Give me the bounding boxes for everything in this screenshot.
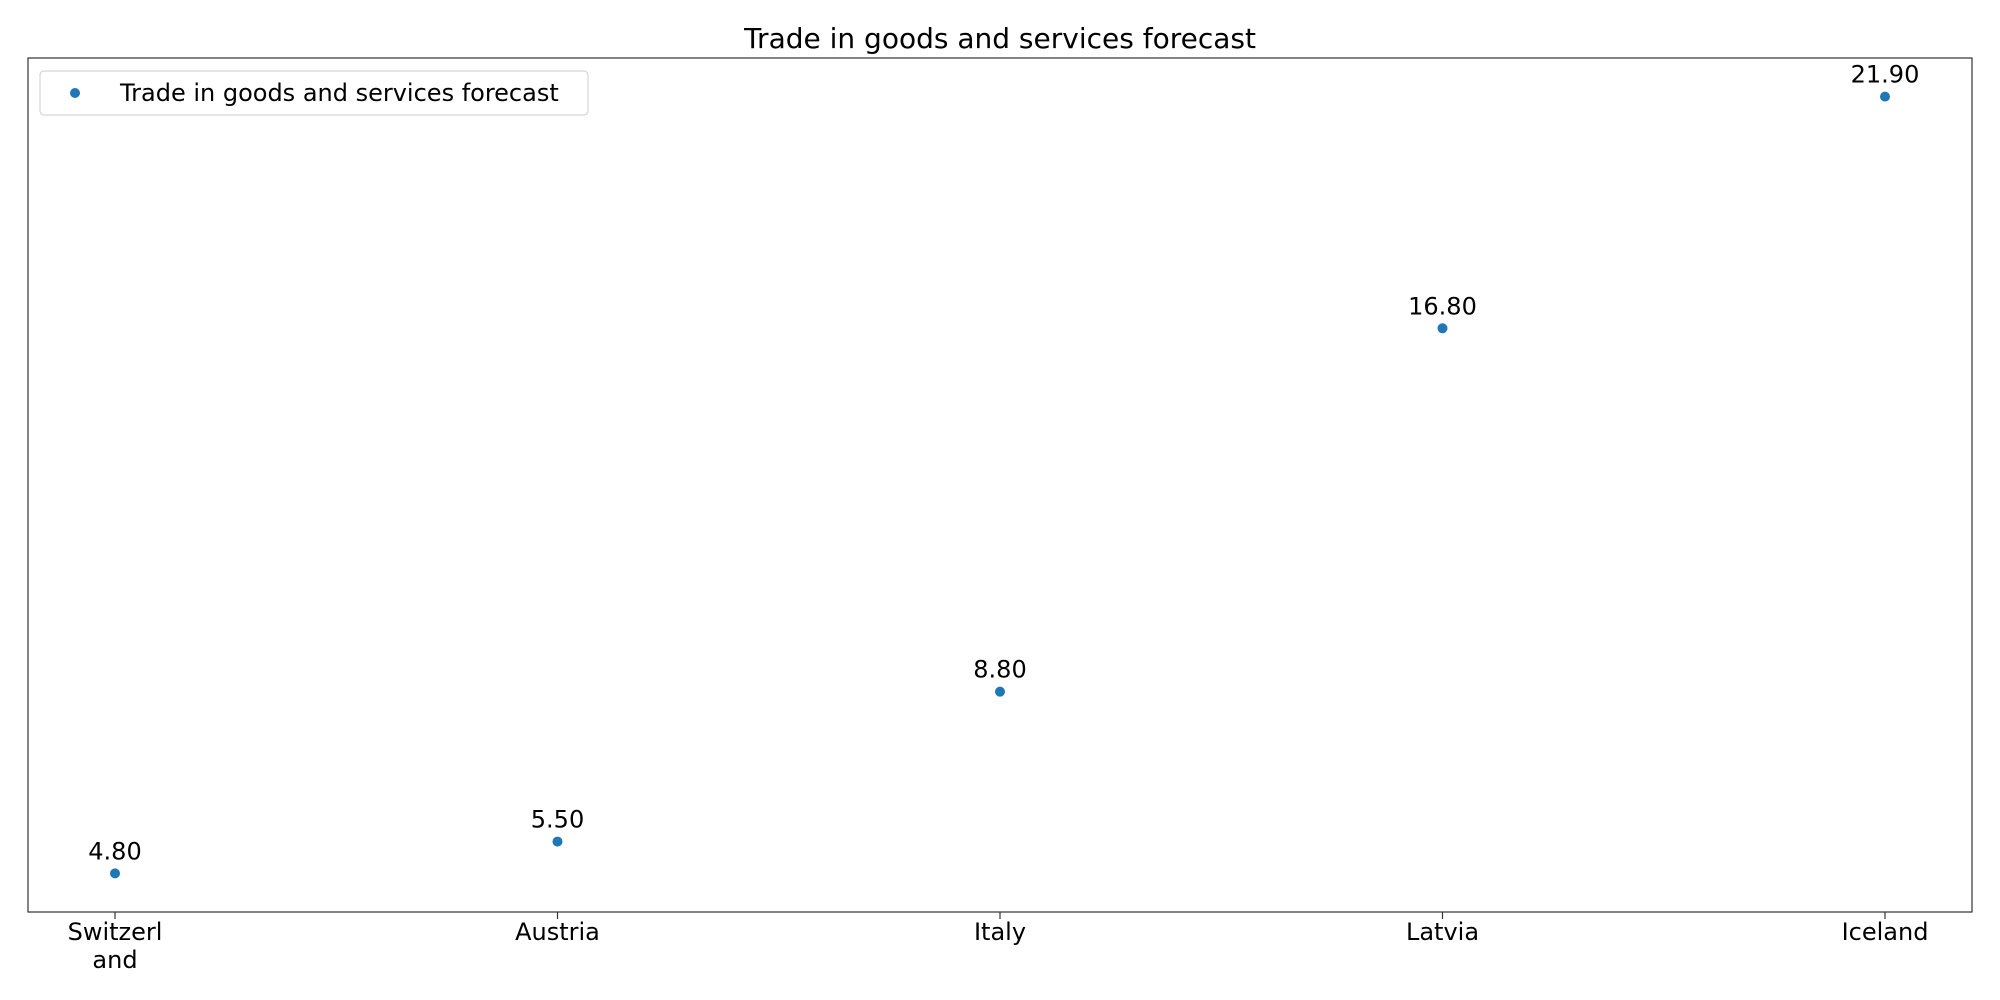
x-axis-tick-labels: Switzerl and Austria Italy Latvia Iceland [68,918,1929,974]
data-label: 4.80 [88,837,141,865]
legend: Trade in goods and services forecast [39,70,589,116]
data-point [110,868,120,879]
legend-label: Trade in goods and services forecast [119,79,559,107]
data-label: 8.80 [973,656,1026,684]
data-point [1437,323,1448,334]
x-tick-label-line: Switzerl [68,918,163,946]
x-axis-ticks [114,912,1886,919]
x-tick-label: Austria [515,918,600,946]
x-tick-label: Italy [974,918,1026,946]
legend-box [39,70,589,116]
x-tick-label-line: Austria [515,918,600,946]
data-label: 5.50 [531,806,584,834]
chart-title: Trade in goods and services forecast [743,22,1256,55]
data-label: 21.90 [1851,61,1920,89]
data-labels: 4.80 5.50 8.80 16.80 21.90 [88,61,1919,866]
data-points [110,91,1890,879]
x-tick-label-line: Iceland [1842,918,1929,946]
data-point [552,836,563,847]
data-point [1880,91,1890,102]
legend-marker [70,88,80,98]
x-tick-label-line: and [92,946,137,974]
x-tick-label: Latvia [1406,918,1479,946]
x-tick-label: Iceland [1842,918,1929,946]
x-tick-label: Switzerl and [68,918,163,974]
data-label: 16.80 [1408,292,1477,320]
x-tick-label-line: Latvia [1406,918,1479,946]
data-point [995,686,1005,697]
x-tick-label-line: Italy [974,918,1026,946]
